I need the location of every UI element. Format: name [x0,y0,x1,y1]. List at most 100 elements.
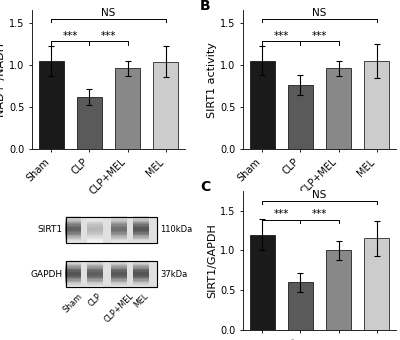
Text: ***: *** [274,31,289,40]
Bar [65,240,81,242]
Bar [133,219,148,221]
Text: ***: *** [312,31,327,40]
Text: ***: *** [274,209,289,219]
Bar [133,232,148,234]
Bar [111,264,126,265]
Bar [111,216,126,218]
Bar [111,234,126,235]
Bar [364,238,389,330]
Bar [111,223,126,224]
Bar [133,269,148,270]
Bar [111,239,126,240]
Bar [133,270,148,272]
Text: GAPDH: GAPDH [30,270,62,279]
Bar [65,286,81,287]
Bar [87,286,103,287]
Text: CLP+MEL: CLP+MEL [102,292,135,325]
Bar [66,261,158,287]
Bar [87,264,103,265]
Bar [77,97,102,149]
Bar [133,216,148,218]
Bar [133,282,148,284]
Bar [65,285,81,286]
Bar [111,286,126,287]
Bar [65,271,81,273]
Bar [133,222,148,223]
Bar [65,218,81,219]
Bar [133,262,148,264]
Bar [133,274,148,275]
Bar [39,61,64,149]
Bar [111,266,126,268]
Bar [66,217,158,243]
Bar [133,273,148,274]
Bar [111,227,126,228]
Bar [133,220,148,222]
Bar [65,225,81,227]
Bar [65,261,81,262]
Bar [66,261,158,287]
Y-axis label: SIRT1/GAPDH: SIRT1/GAPDH [207,223,217,298]
Bar [133,230,148,231]
Bar [133,224,148,226]
Bar [87,267,103,269]
Text: SIRT1: SIRT1 [38,225,62,234]
Bar [133,280,148,282]
Bar [133,275,148,277]
Bar [111,236,126,238]
Bar [65,264,81,265]
Bar [65,228,81,230]
Text: MEL: MEL [132,292,150,309]
Text: 110kDa: 110kDa [160,225,193,234]
Bar [87,227,103,228]
Bar [133,266,148,268]
Bar [87,234,103,235]
Bar [111,224,126,226]
Bar [87,274,103,275]
Bar [87,231,103,233]
Bar [65,262,81,264]
Bar [87,275,103,277]
Bar [288,85,313,149]
Bar [111,265,126,266]
Bar [87,222,103,223]
Bar [111,267,126,269]
Bar [111,261,126,262]
Bar [133,276,148,278]
Bar [87,232,103,234]
Bar [111,269,126,270]
Bar [65,234,81,235]
Bar [65,275,81,277]
Bar [133,283,148,285]
Bar [65,223,81,224]
Bar [65,273,81,274]
Bar [87,266,103,268]
Text: ***: *** [312,209,327,219]
Bar [111,262,126,264]
Bar [65,269,81,270]
Bar [87,219,103,221]
Bar [133,240,148,242]
Bar [65,280,81,282]
Bar [133,223,148,224]
Bar [87,283,103,285]
Bar [133,237,148,239]
Bar [250,61,275,149]
Bar [87,237,103,239]
Bar [133,227,148,228]
Bar [65,236,81,238]
Bar [65,266,81,268]
Bar [87,230,103,231]
Bar [111,220,126,222]
Bar [111,231,126,233]
Bar [65,241,81,243]
Bar [87,278,103,279]
Bar [133,235,148,236]
Bar [153,62,178,149]
Text: CLP: CLP [87,292,104,308]
Bar [65,216,81,218]
Bar [65,274,81,275]
Bar [133,264,148,265]
Bar [111,240,126,242]
Text: NS: NS [312,190,327,200]
